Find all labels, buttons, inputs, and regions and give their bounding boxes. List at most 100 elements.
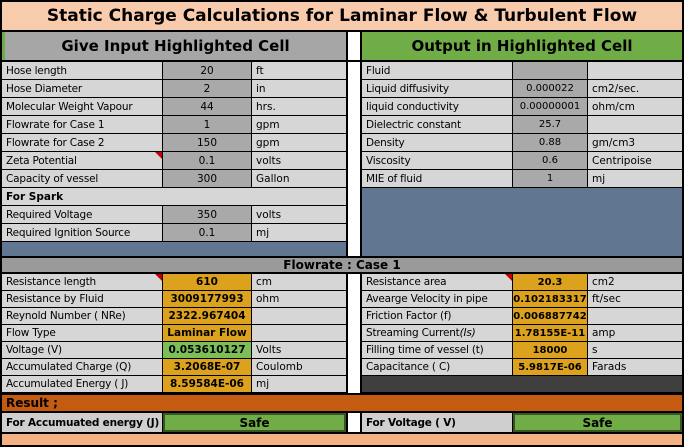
table-row: Accumulated Energy ( J) 8.59584E-06 mj: [2, 376, 346, 393]
unit-label: cm2: [588, 274, 682, 291]
input-section-header: Give Input Highlighted Cell: [2, 32, 346, 60]
spark-rows: Required Voltage 350 volts Required Ignitio…: [2, 206, 346, 242]
table-row: Resistance by Fluid 3009177993 ohm: [2, 291, 346, 308]
row-label: Flowrate for Case 1: [2, 116, 163, 134]
value-cell[interactable]: 0.006887742: [513, 308, 588, 325]
table-row: Resistance area 20.3 cm2: [362, 274, 682, 291]
energy-verdict-label: For Accumuated energy (J): [2, 413, 163, 432]
value-cell[interactable]: 150: [163, 134, 252, 152]
table-row: Hose length 20 ft: [2, 62, 346, 80]
row-label: Dielectric constant: [362, 116, 513, 134]
unit-label: ft: [252, 62, 346, 80]
table-row: Reynold Number ( NRe) 2322.967404: [2, 308, 346, 325]
row-label: Streaming Current (Is): [362, 325, 513, 342]
unit-label: gpm: [252, 134, 346, 152]
value-cell[interactable]: 3.2068E-07: [163, 359, 252, 376]
table-row: Required Ignition Source 0.1 mj: [2, 224, 346, 242]
value-cell[interactable]: 3009177993: [163, 291, 252, 308]
table-row: Viscosity 0.6 Centripoise: [362, 152, 682, 170]
voltage-verdict: For Voltage ( V) Safe: [362, 413, 682, 432]
unit-label: s: [588, 342, 682, 359]
value-cell[interactable]: 350: [163, 206, 252, 224]
row-label: Liquid diffusivity: [362, 80, 513, 98]
row-label: MIE of fluid: [362, 170, 513, 188]
row-label: Hose Diameter: [2, 80, 163, 98]
unit-label: [252, 325, 346, 342]
value-cell[interactable]: 1: [513, 170, 588, 188]
table-row: Filling time of vessel (t) 18000 s: [362, 342, 682, 359]
value-cell[interactable]: 0.1: [163, 224, 252, 242]
table-row: Accumulated Charge (Q) 3.2068E-07 Coulomb: [2, 359, 346, 376]
unit-label: mj: [252, 224, 346, 242]
row-label: Zeta Potential: [2, 152, 163, 170]
energy-verdict: For Accumuated energy (J) Safe: [2, 413, 346, 432]
value-cell[interactable]: 300: [163, 170, 252, 188]
voltage-verdict-value[interactable]: Safe: [513, 413, 682, 432]
row-label: Accumulated Charge (Q): [2, 359, 163, 376]
table-row: Density 0.88 gm/cm3: [362, 134, 682, 152]
table-row: Molecular Weight Vapour 44 hrs.: [2, 98, 346, 116]
value-cell[interactable]: 1.78155E-11: [513, 325, 588, 342]
row-label-italic: (Is): [459, 327, 476, 339]
value-cell[interactable]: 2322.967404: [163, 308, 252, 325]
result-section-band: Result ;: [2, 393, 682, 413]
value-cell[interactable]: 0.000022: [513, 80, 588, 98]
value-cell[interactable]: 20: [163, 62, 252, 80]
result-rows-right: Resistance area 20.3 cm2 Avearge Velocity i…: [362, 274, 682, 376]
value-cell[interactable]: 8.59584E-06: [163, 376, 252, 393]
value-cell[interactable]: 20.3: [513, 274, 588, 291]
unit-label: volts: [252, 152, 346, 170]
value-cell[interactable]: 0.6: [513, 152, 588, 170]
table-row: Zeta Potential 0.1 volts: [2, 152, 346, 170]
row-label: Friction Factor (f): [362, 308, 513, 325]
spark-section-header: For Spark: [2, 188, 346, 206]
table-row: Avearge Velocity in pipe 0.102183317 ft/se…: [362, 291, 682, 308]
table-row: liquid conductivity 0.00000001 ohm/cm: [362, 98, 682, 116]
value-cell[interactable]: 0.053610127: [163, 342, 252, 359]
row-label: Reynold Number ( NRe): [2, 308, 163, 325]
unit-label: ohm/cm: [588, 98, 682, 116]
row-label: Molecular Weight Vapour: [2, 98, 163, 116]
column-divider: [346, 274, 362, 393]
column-divider: [346, 413, 362, 432]
value-cell[interactable]: 0.1: [163, 152, 252, 170]
row-label: Required Ignition Source: [2, 224, 163, 242]
unit-label: volts: [252, 206, 346, 224]
unit-label: [588, 116, 682, 134]
value-cell[interactable]: 44: [163, 98, 252, 116]
table-row: MIE of fluid 1 mj: [362, 170, 682, 188]
value-cell[interactable]: [513, 62, 588, 80]
verdict-row: For Accumuated energy (J) Safe For Volta…: [2, 413, 682, 434]
unit-label: Gallon: [252, 170, 346, 188]
unit-label: Volts: [252, 342, 346, 359]
row-label: Required Voltage: [2, 206, 163, 224]
value-cell[interactable]: 5.9817E-06: [513, 359, 588, 376]
unit-label: amp: [588, 325, 682, 342]
value-cell[interactable]: 0.102183317: [513, 291, 588, 308]
unit-label: gpm: [252, 116, 346, 134]
table-row: Fluid: [362, 62, 682, 80]
comment-marker-icon: [155, 152, 162, 159]
value-cell[interactable]: 25.7: [513, 116, 588, 134]
value-cell[interactable]: 2: [163, 80, 252, 98]
row-label: Flowrate for Case 2: [2, 134, 163, 152]
column-divider: [346, 62, 362, 256]
unit-label: ohm: [252, 291, 346, 308]
blank-area-right: [362, 188, 682, 256]
input-zone: Hose length 20 ft Hose Diameter 2 in Molecular…: [2, 62, 682, 256]
value-cell[interactable]: 0.88: [513, 134, 588, 152]
value-cell[interactable]: Laminar Flow: [163, 325, 252, 342]
unit-label: Farads: [588, 359, 682, 376]
result-rows-left: Resistance length 610 cm Resistance by Flui…: [2, 274, 346, 393]
value-cell[interactable]: 610: [163, 274, 252, 291]
page-title: Static Charge Calculations for Laminar F…: [2, 2, 682, 32]
row-label: Filling time of vessel (t): [362, 342, 513, 359]
value-cell[interactable]: 1: [163, 116, 252, 134]
value-cell[interactable]: 0.00000001: [513, 98, 588, 116]
value-cell[interactable]: 18000: [513, 342, 588, 359]
results-zone: Resistance length 610 cm Resistance by Flui…: [2, 274, 682, 393]
table-row: Friction Factor (f) 0.006887742: [362, 308, 682, 325]
unit-label: gm/cm3: [588, 134, 682, 152]
energy-verdict-value[interactable]: Safe: [163, 413, 346, 432]
blank-area-bottom-right: [362, 376, 682, 393]
